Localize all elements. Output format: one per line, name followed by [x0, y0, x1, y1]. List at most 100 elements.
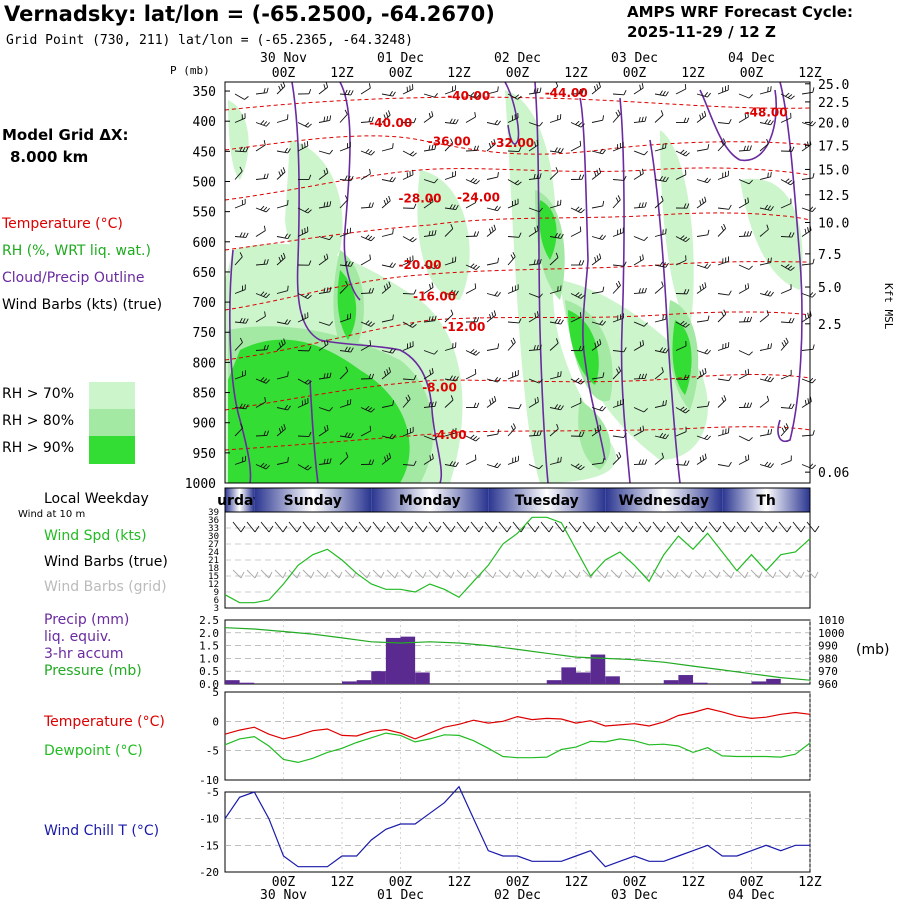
wind-barb: [780, 460, 792, 465]
wind-barb: [234, 460, 246, 465]
wind-barb: [339, 264, 351, 267]
model-grid-value: 8.000 km: [10, 148, 89, 166]
wind-barb-feather: [578, 174, 582, 180]
wind-barb: [381, 179, 393, 183]
wind-barb: [780, 321, 793, 324]
wind-barb-feather: [383, 199, 387, 205]
wind-barb: [255, 177, 267, 180]
legend-cloud: Cloud/Precip Outline: [2, 270, 145, 286]
wind-barb-feather: [764, 119, 769, 124]
wind-barb-feather: [347, 347, 351, 352]
wind-barb-feather: [370, 408, 375, 413]
wind-barb-feather: [703, 110, 707, 117]
wind-barb-feather: [384, 456, 387, 462]
mb-unit-label: (mb): [856, 642, 890, 658]
wind-barb-feather: [702, 369, 705, 375]
wind-barb: [801, 91, 813, 95]
pressure-tick-label: 400: [193, 115, 216, 130]
pressure-tick-label: 1010: [818, 614, 845, 627]
wind-barb-feather: [811, 378, 816, 384]
wind-barb-true: [596, 521, 606, 533]
wind-barb-feather: [639, 255, 642, 261]
wind-barb-feather: [639, 427, 642, 433]
wind-barb-true-feather: [492, 525, 498, 533]
wind-barb-feather: [749, 145, 752, 151]
wind-barb-true: [484, 521, 494, 533]
top-hour-label: 12Z: [798, 66, 822, 81]
wind-barb: [276, 407, 288, 411]
wind-barb-true-feather: [324, 525, 330, 533]
wind-barb-feather: [683, 117, 687, 123]
wind-barb-feather: [413, 375, 417, 380]
wind-barb-feather: [599, 320, 604, 325]
wind-barb-feather: [428, 316, 431, 322]
wind-barb-feather: [599, 339, 602, 345]
temperature-contour-label: -44.00: [545, 86, 588, 100]
wind-barb-feather: [488, 142, 492, 148]
wind-barb-feather: [639, 84, 642, 90]
wind-barb-feather: [287, 371, 289, 377]
wind-barb-feather: [326, 424, 329, 430]
rh-shade-region: [740, 178, 803, 290]
wind-barb: [234, 256, 243, 266]
wind-barb-grid-feather: [674, 571, 679, 579]
wind-barb-feather: [577, 293, 583, 298]
wind-barb: [654, 318, 666, 323]
wind-barb: [717, 207, 729, 210]
wind-barb: [717, 313, 727, 323]
wind-barb-feather: [450, 138, 454, 144]
wind-barb-true-feather: [674, 525, 680, 533]
wind-barb-grid: [414, 569, 424, 579]
wind-barb-feather: [767, 86, 769, 92]
wind-barb-feather: [347, 261, 351, 267]
wind-barb-feather: [686, 203, 690, 209]
wind-barb-feather: [665, 262, 669, 268]
wind-barb: [633, 87, 644, 95]
wind-barb-feather: [699, 200, 702, 206]
wind-barb-feather: [536, 259, 539, 265]
pressure-tick-label: 980: [818, 652, 838, 665]
wind-barb: [654, 147, 666, 152]
wind-barb-feather: [344, 195, 348, 201]
wind-barb-feather: [578, 345, 582, 351]
wind-barb-feather: [263, 173, 266, 179]
wind-barb-grid-feather: [492, 571, 497, 579]
wind-barb-feather: [644, 373, 647, 379]
wind-barb-true-feather: [394, 525, 400, 533]
wind-barb-feather: [723, 395, 727, 401]
wind-barb-feather: [791, 146, 795, 152]
wind-barb-feather: [618, 451, 622, 457]
top-date-label: 01 Dec: [377, 51, 424, 66]
wind-barb-feather: [747, 111, 749, 117]
pressure-line: [224, 627, 811, 681]
pressure-axis-title: P (mb): [170, 64, 210, 77]
bottom-hour-label: 00Z: [389, 875, 413, 890]
wind-barb-feather: [449, 460, 453, 466]
wind-barb: [423, 179, 435, 184]
wind-barb-feather: [329, 286, 332, 292]
wind-barb-feather: [662, 315, 664, 321]
wind-barb-feather: [475, 351, 480, 356]
wind-barb-true-feather: [744, 525, 750, 533]
wind-barb-feather: [265, 465, 270, 470]
wind-barb-feather: [702, 455, 705, 461]
wind-barb-feather: [392, 177, 396, 183]
wind-barb: [486, 314, 496, 323]
wind-barb-grid: [456, 569, 466, 579]
wind-barb: [759, 262, 771, 266]
wind-barb: [318, 86, 328, 95]
height-tick-label: 20.0: [818, 116, 849, 131]
wind-barb-feather: [260, 377, 265, 382]
wind-barb-feather: [533, 345, 536, 351]
wind-barb: [255, 263, 267, 266]
precip-bar: [385, 637, 401, 684]
wind-barb-feather: [643, 408, 648, 413]
wind-barb-feather: [661, 367, 664, 373]
wind-barb-feather: [323, 116, 326, 122]
wind-barb-feather: [263, 378, 268, 383]
wind-barb: [801, 207, 813, 213]
wind-barb: [528, 378, 540, 384]
wind-barb-grid: [246, 569, 256, 579]
wind-barb: [591, 429, 602, 437]
wind-barb-feather: [707, 401, 710, 407]
